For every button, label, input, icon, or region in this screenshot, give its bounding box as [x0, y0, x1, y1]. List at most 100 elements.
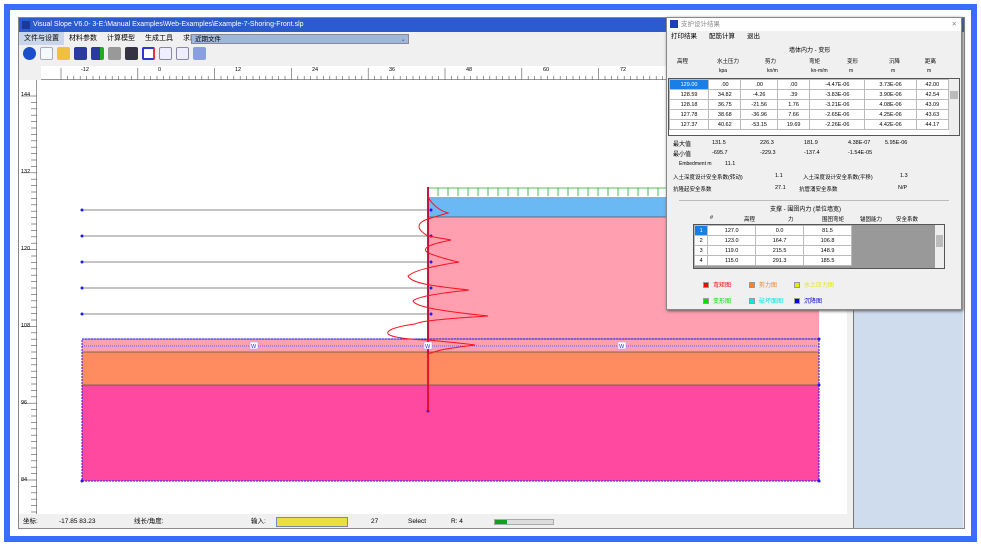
column-header: 水土压力 [717, 59, 740, 65]
ruler-label: -12 [81, 67, 89, 73]
save-icon[interactable] [74, 47, 87, 60]
section-title: 墙体内力 - 变形 [789, 48, 831, 54]
legend-toggle[interactable]: 剪力图 [749, 280, 777, 289]
table-cell: 115.0 [707, 255, 757, 266]
fs-slide-label: 入土深度设计安全系数(平移) [803, 175, 873, 181]
table-cell: 44.17 [915, 119, 950, 130]
checkbox[interactable] [794, 298, 800, 305]
column-header: 变形 [847, 59, 859, 65]
table-cell: 1.76 [776, 99, 811, 110]
table-row[interactable]: 3 119.0 215.5 148.9 [694, 245, 852, 256]
max-label: 最大值 [673, 142, 692, 148]
table-cell: 36.75 [708, 99, 742, 110]
mode-value: Select [408, 518, 427, 525]
table-cell: .00 [708, 79, 742, 90]
menu-reinforcement[interactable]: 配筋计算 [709, 33, 735, 40]
table-cell: -3.21E-06 [809, 99, 866, 110]
min-label: 最小值 [673, 152, 692, 158]
new-file-icon[interactable] [40, 47, 53, 60]
table-cell: 81.5 [803, 225, 852, 236]
table-row[interactable]: 128.18 36.75 -21.56 1.76 -3.21E-06 4.08E-06 43… [669, 99, 950, 110]
ruler-label: 96 [21, 400, 28, 406]
results-dialog: 支护设计结果 ✕ 打印结果 配筋计算 退出 墙体内力 - 变形 高程 水土压力 kpa 剪力… [666, 17, 962, 310]
open-folder-icon[interactable] [57, 47, 70, 60]
window-title: Visual Slope V6.0- 3-E:\Manual Examples\… [33, 21, 304, 28]
water-label: W [619, 344, 625, 350]
menu-help[interactable]: 求助 [183, 35, 197, 42]
column-header: 剪力 [765, 59, 777, 65]
table-row[interactable]: 128.59 34.82 -4.26.39 -3.83E-06 3.90E-06 42.5… [669, 89, 950, 100]
min-value: -1.54E-05 [848, 150, 873, 156]
table-cell: -4.47E-06 [809, 79, 866, 90]
checkbox[interactable] [749, 298, 755, 305]
print-icon[interactable] [108, 47, 121, 60]
table-row[interactable]: 4 115.0 291.3 185.5 [694, 255, 852, 266]
legend-toggle[interactable]: 沉降图 [794, 296, 822, 305]
fs-piping-label: 抗管涌安全系数 [799, 187, 838, 193]
legend-toggle[interactable]: 水土压力图 [794, 280, 834, 289]
table-cell: 1 [694, 225, 709, 236]
checkbox[interactable] [794, 282, 800, 289]
close-icon[interactable]: ✕ [951, 21, 957, 28]
table-cell: .00 [776, 79, 811, 90]
column-unit: m [891, 68, 896, 74]
checkbox[interactable] [749, 282, 755, 289]
menu-tools[interactable]: 生成工具 [145, 35, 173, 42]
table-cell: -2.26E-06 [809, 119, 866, 130]
power-icon[interactable] [23, 47, 36, 60]
table-cell: 38.68 [708, 109, 742, 120]
dialog-title-bar: 支护设计结果 ✕ [667, 18, 961, 31]
table-cell: -3.83E-06 [809, 89, 866, 100]
menu-file-settings[interactable]: 文件与设置 [19, 32, 64, 45]
legend-toggle[interactable]: 破坏面图 [749, 296, 783, 305]
menu-materials[interactable]: 材料参数 [69, 35, 97, 42]
export-icon[interactable] [176, 47, 189, 60]
legend-label: 破坏面图 [759, 299, 784, 305]
anchors [82, 209, 428, 315]
column-header: 沉降 [889, 59, 901, 65]
max-value: 5.95E-06 [885, 140, 908, 146]
legend-label: 剪力图 [759, 283, 778, 289]
dialog-menu: 打印结果 配筋计算 退出 [667, 31, 961, 43]
input-field[interactable] [276, 517, 348, 527]
table-cell: 291.3 [755, 255, 805, 266]
ruler-label: 120 [21, 246, 31, 252]
table-row[interactable]: 127.78 38.68 -36.96 7.66 -2.65E-06 4.25E-06 43… [669, 109, 950, 120]
table-cell: -36.96 [740, 109, 778, 120]
save-as-icon[interactable] [91, 47, 104, 60]
table-cell: 42.54 [915, 89, 950, 100]
table-cell: 148.9 [803, 245, 852, 256]
legend-toggle[interactable]: 弯矩图 [703, 280, 731, 289]
table-row[interactable]: 127.37 40.62 -53.15 19.69 -2.26E-06 4.42E-06 4… [669, 119, 950, 130]
menu-print-results[interactable]: 打印结果 [671, 33, 697, 40]
table-cell: 123.0 [707, 235, 757, 246]
scrollbar[interactable] [949, 79, 959, 135]
checkbox[interactable] [703, 282, 709, 289]
side-panel [853, 308, 963, 528]
display-icon[interactable] [125, 47, 138, 60]
recent-files-dropdown[interactable]: 近期文件 ⌄ [191, 34, 409, 44]
vertical-ruler: 144 132 120 108 96 84 [19, 80, 37, 526]
window-icon[interactable] [142, 47, 155, 60]
import-icon[interactable] [159, 47, 172, 60]
wall-results-table[interactable]: 129.00.00.00.00 -4.47E-06 3.73E-06 42.00 128… [668, 78, 960, 136]
water-label: W [251, 344, 257, 350]
notes-icon[interactable] [193, 47, 206, 60]
table-row[interactable]: 2 123.0 164.7 106.8 [694, 235, 852, 246]
support-results-table[interactable]: 1 127.0 0.0 81.5 2 123.0 164.7 106.8 3 119.0 215.5… [693, 224, 945, 269]
legend-toggle[interactable]: 变形图 [703, 296, 731, 305]
table-row[interactable]: 1 127.0 0.0 81.5 [694, 225, 852, 236]
table-cell: 0.0 [755, 225, 805, 236]
table-row[interactable]: 129.00.00.00.00 -4.47E-06 3.73E-06 42.00 [669, 79, 950, 90]
legend-label: 弯矩图 [713, 283, 732, 289]
checkbox[interactable] [703, 298, 709, 305]
scrollbar[interactable] [935, 225, 944, 268]
menu-exit[interactable]: 退出 [747, 33, 760, 40]
menu-model[interactable]: 计算模型 [107, 35, 135, 42]
dialog-title: 支护设计结果 [681, 21, 720, 28]
table-cell: 127.0 [707, 225, 757, 236]
chevron-down-icon: ⌄ [400, 36, 406, 43]
column-unit: kpa [719, 68, 728, 74]
table-cell: 127.78 [669, 109, 710, 120]
max-value: 131.5 [712, 140, 726, 146]
